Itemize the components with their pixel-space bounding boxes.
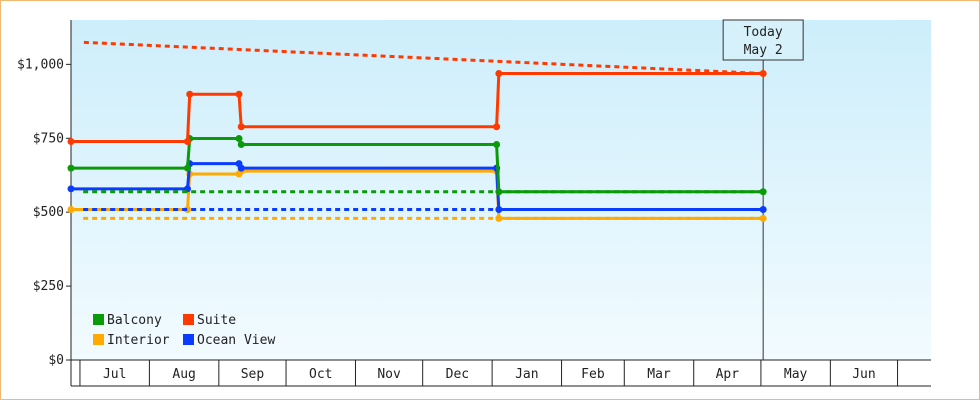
legend-label-ocean-view: Ocean View — [197, 333, 275, 348]
data-point-ocean-view — [495, 206, 503, 214]
data-point-suite — [183, 138, 191, 146]
x-tick-label: Nov — [377, 367, 401, 382]
data-point-interior — [759, 214, 767, 222]
y-tick-label: $750 — [33, 131, 64, 146]
x-tick-label: Mar — [647, 367, 671, 382]
x-tick-label: Jun — [852, 367, 875, 382]
today-date-label: May 2 — [744, 43, 783, 58]
data-point-suite — [495, 70, 503, 78]
legend-label-suite: Suite — [197, 313, 236, 328]
data-point-ocean-view — [759, 206, 767, 214]
data-point-balcony — [493, 140, 501, 148]
y-tick-label: $250 — [33, 279, 64, 294]
data-point-suite — [67, 138, 75, 146]
y-tick-label: $500 — [33, 205, 64, 220]
data-point-interior — [183, 206, 191, 214]
legend-swatch-ocean-view — [183, 334, 194, 345]
today-label: Today — [744, 25, 783, 40]
legend-swatch-balcony — [93, 314, 104, 325]
legend-swatch-interior — [93, 334, 104, 345]
data-point-interior — [67, 206, 75, 214]
data-point-balcony — [237, 140, 245, 148]
x-tick-label: Aug — [172, 367, 195, 382]
series-line-suite — [71, 72, 764, 144]
x-tick-label: Sep — [241, 367, 265, 382]
x-tick-label: Jan — [515, 367, 538, 382]
x-tick-label: May — [784, 367, 808, 382]
data-point-balcony — [235, 135, 243, 143]
data-point-balcony — [495, 188, 503, 196]
data-point-suite — [237, 123, 245, 131]
x-tick-label: Jul — [103, 367, 126, 382]
data-point-interior — [495, 214, 503, 222]
data-point-ocean-view — [67, 185, 75, 193]
today-box — [722, 19, 804, 61]
data-point-suite — [235, 90, 243, 98]
legend-swatch-suite — [183, 314, 194, 325]
y-tick-label: $0 — [48, 353, 64, 368]
data-point-suite — [759, 70, 767, 78]
x-tick-label: Feb — [581, 367, 605, 382]
data-point-ocean-view — [237, 164, 245, 172]
y-tick-label: $1,000 — [17, 57, 64, 72]
x-tick-label: Apr — [716, 367, 740, 382]
legend-label-interior: Interior — [107, 333, 170, 348]
data-point-balcony — [759, 188, 767, 196]
data-point-balcony — [67, 164, 75, 172]
legend-label-balcony: Balcony — [107, 313, 162, 328]
data-point-suite — [493, 123, 501, 131]
data-point-balcony — [183, 164, 191, 172]
x-tick-label: Dec — [446, 367, 469, 382]
data-point-suite — [186, 90, 194, 98]
x-tick-label: Oct — [309, 367, 332, 382]
series-forecast-suite — [79, 40, 764, 76]
